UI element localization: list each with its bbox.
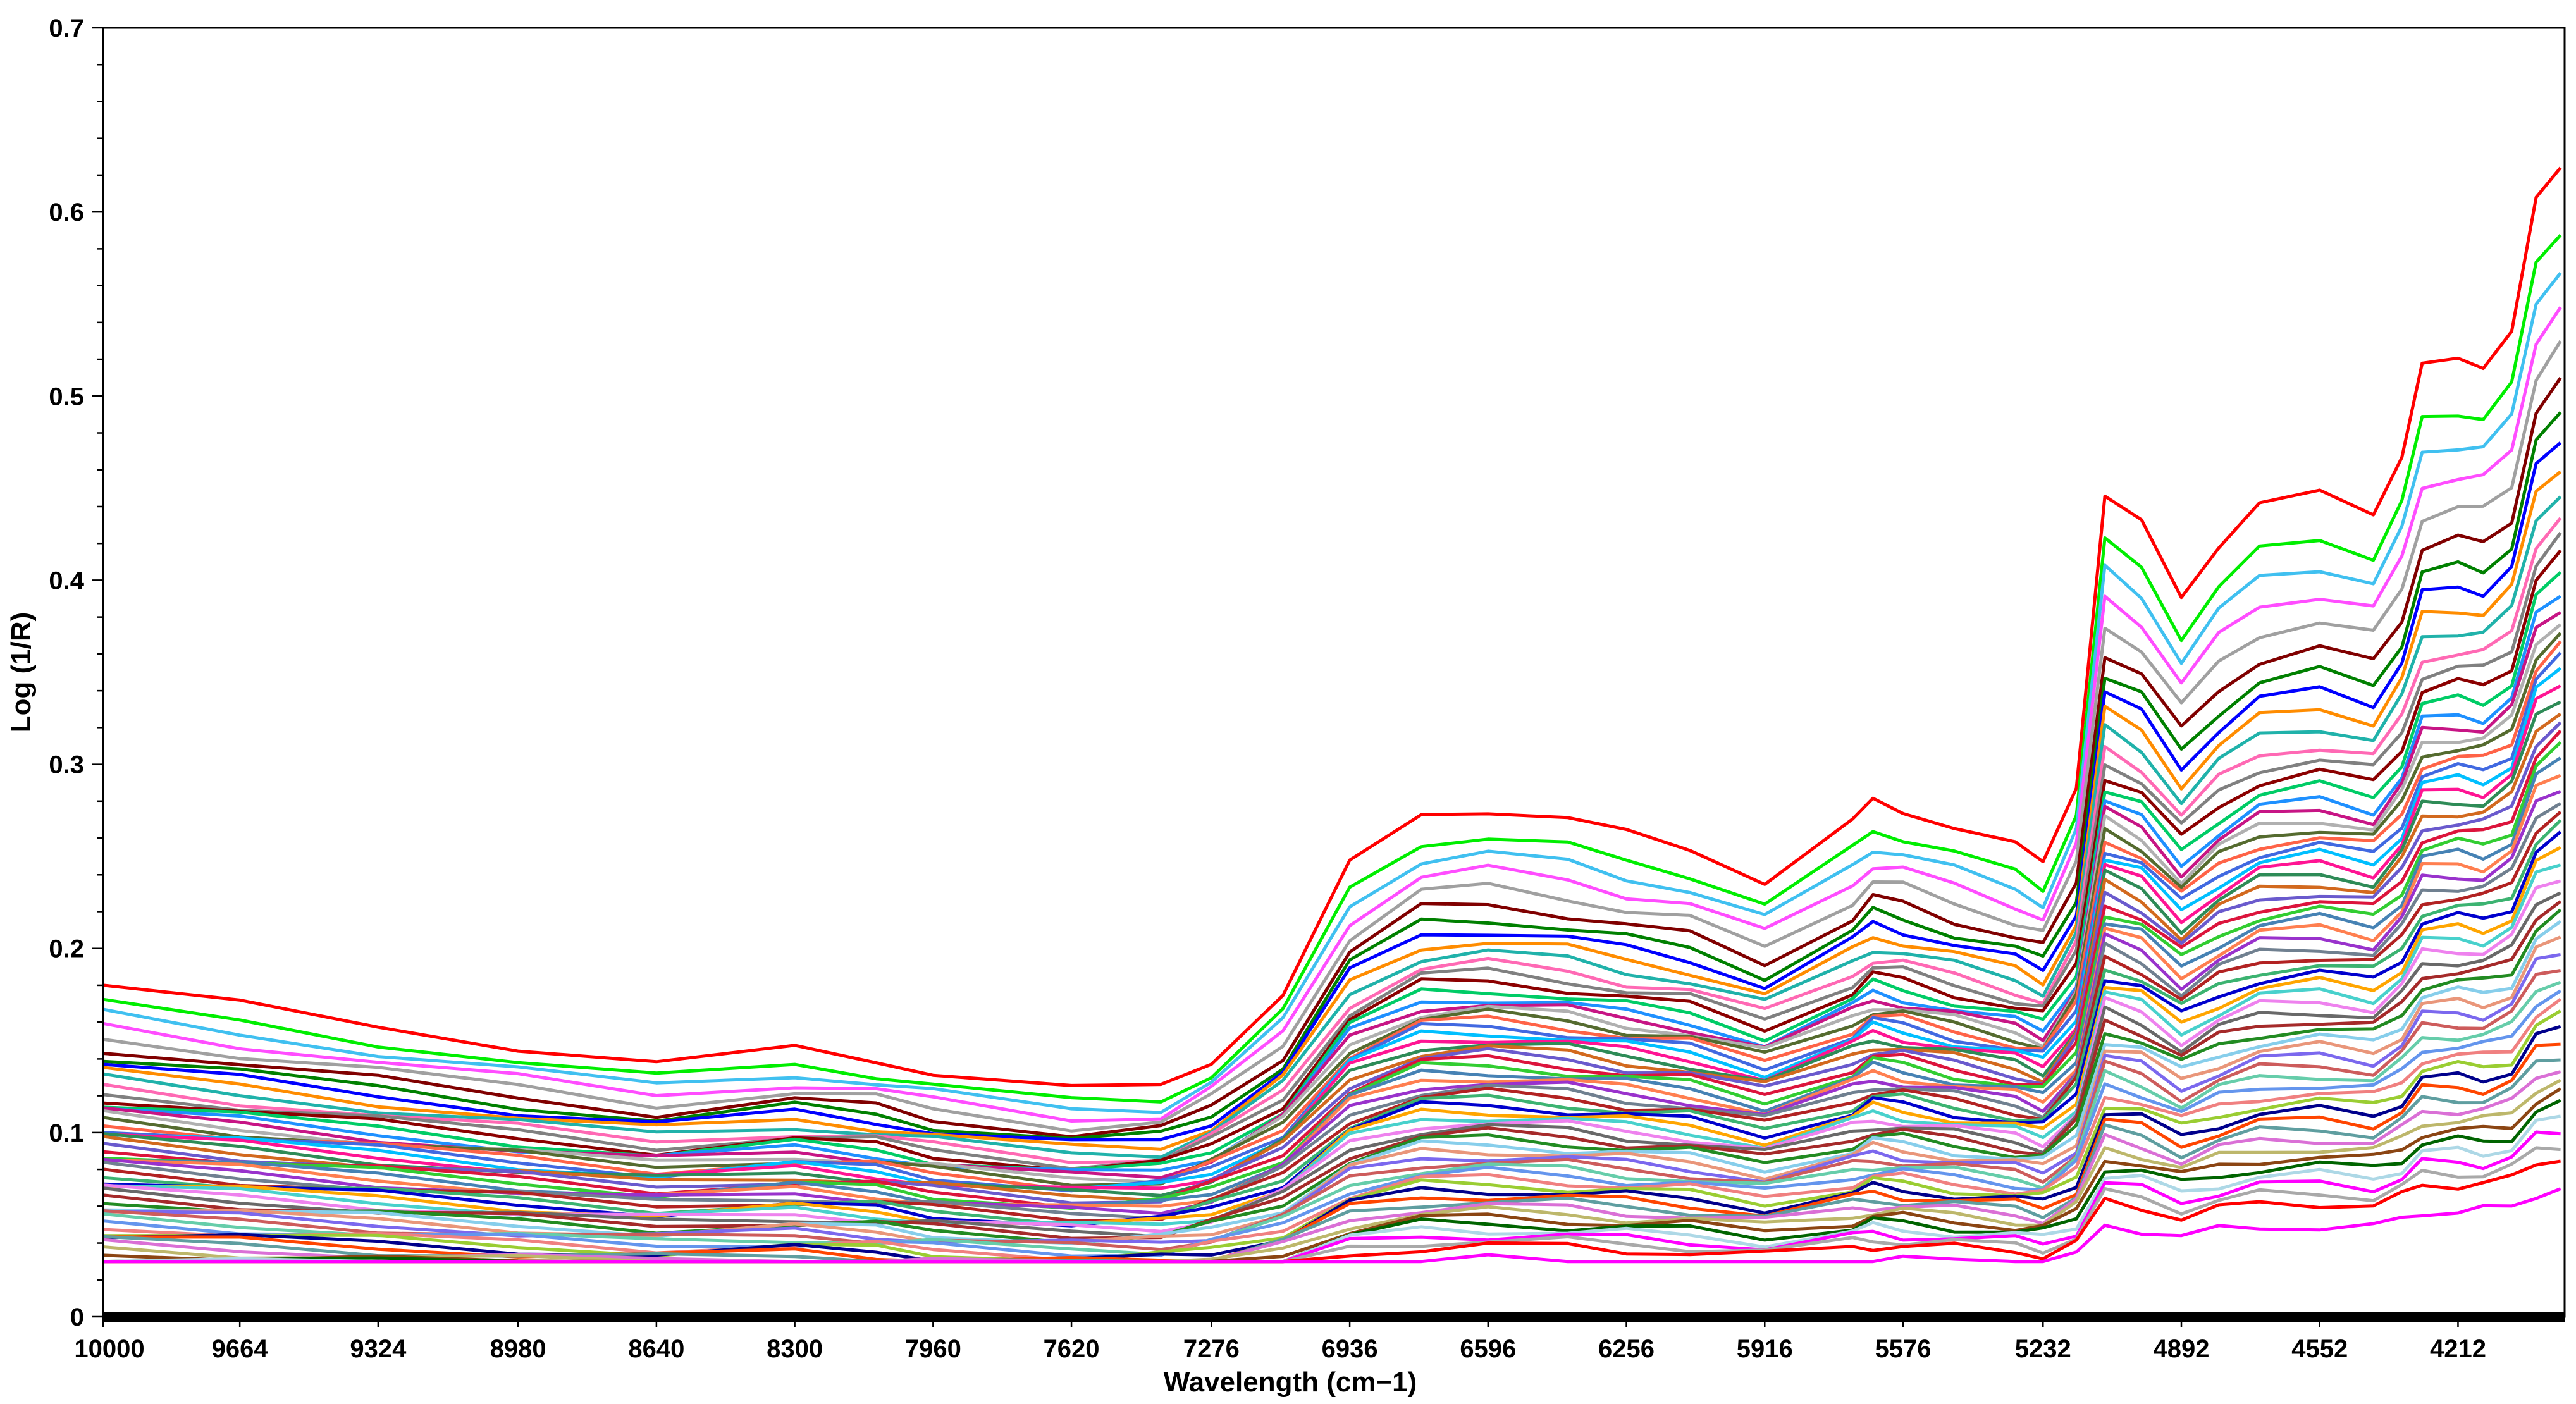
x-tick-label: 8300: [767, 1335, 823, 1363]
y-tick-label: 0.2: [49, 935, 84, 963]
spectrum-line: [102, 549, 2562, 1173]
spectrum-line: [102, 531, 2562, 1171]
spectrum-line: [102, 741, 2562, 1210]
x-tick-label: 4212: [2430, 1335, 2486, 1363]
spectrum-line: [102, 495, 2562, 1159]
x-tick-label: 6256: [1598, 1335, 1655, 1363]
x-axis-label: Wavelength (cm−1): [1164, 1367, 1417, 1398]
x-tick-label: 7620: [1044, 1335, 1100, 1363]
x-tick-label: 9324: [350, 1335, 407, 1363]
spectrum-line: [102, 234, 2562, 1104]
spectrum-line: [102, 517, 2562, 1164]
spectrum-line: [102, 721, 2562, 1205]
y-tick-label: 0.5: [49, 383, 84, 410]
spectrum-line: [102, 908, 2562, 1245]
spectrum-line: [102, 756, 2561, 1208]
spectrum-line: [102, 470, 2562, 1151]
spectrum-line: [103, 1187, 2561, 1264]
spectrum-line: [102, 166, 2562, 1087]
y-tick-label: 0.7: [49, 15, 84, 42]
x-tick-label: 8640: [628, 1335, 684, 1363]
y-tick-label: 0.3: [49, 751, 84, 779]
y-tick-label: 0.1: [49, 1119, 84, 1147]
x-tick-label: 6596: [1460, 1335, 1516, 1363]
series-layer: [102, 166, 2562, 1264]
spectrum-line: [102, 571, 2562, 1172]
plot-area: [103, 28, 2565, 1317]
x-axis-ticks: 10000 9664 9324 8980 8640 8300 7960 7620 7276 693…: [74, 1317, 2486, 1363]
x-tick-label: 4552: [2291, 1335, 2348, 1363]
x-tick-label: 5232: [2015, 1335, 2071, 1363]
spectrum-line: [102, 271, 2562, 1114]
x-tick-label: 9664: [212, 1335, 269, 1363]
x-tick-label: 4892: [2154, 1335, 2210, 1363]
x-tick-label: 7960: [905, 1335, 961, 1363]
spectrum-line: [102, 376, 2562, 1138]
y-axis-label: Log (1/R): [6, 612, 37, 733]
spectrum-line: [102, 846, 2561, 1226]
x-axis-bar: [103, 1312, 2565, 1322]
spectrum-line: [102, 306, 2562, 1123]
y-tick-label: 0.6: [49, 199, 84, 226]
spectrum-line: [102, 997, 2562, 1262]
spectrum-line: [102, 340, 2562, 1133]
x-tick-label: 8980: [490, 1335, 546, 1363]
spectrum-line: [102, 667, 2562, 1190]
spectrum-line: [102, 1009, 2561, 1263]
spectrum-line: [102, 819, 2562, 1227]
spectrum-line: [102, 640, 2562, 1192]
y-tick-label: 0: [70, 1303, 84, 1331]
x-tick-label: 6936: [1322, 1335, 1378, 1363]
spectrum-line: [102, 651, 2562, 1193]
x-tick-label: 10000: [74, 1335, 144, 1363]
x-tick-label: 5576: [1875, 1335, 1931, 1363]
spectrum-line: [102, 632, 2562, 1187]
spectrum-line: [102, 900, 2562, 1240]
spectrum-line: [102, 935, 2561, 1244]
y-axis-ticks: 0 0.1 0.2 0.3 0.4 0.5 0.6 0.7: [49, 15, 103, 1331]
spectrum-line: [102, 830, 2562, 1228]
y-tick-label: 0.4: [49, 567, 84, 594]
spectrum-line: [102, 729, 2562, 1210]
spectrum-line: [102, 920, 2562, 1245]
spectrum-line: [102, 1025, 2561, 1263]
spectrum-line: [102, 810, 2562, 1222]
spectrum-line: [102, 441, 2562, 1142]
x-tick-label: 7276: [1183, 1335, 1240, 1363]
x-tick-label: 5916: [1737, 1335, 1793, 1363]
spectrum-line: [102, 989, 2561, 1258]
spectrum-line: [102, 411, 2562, 1140]
